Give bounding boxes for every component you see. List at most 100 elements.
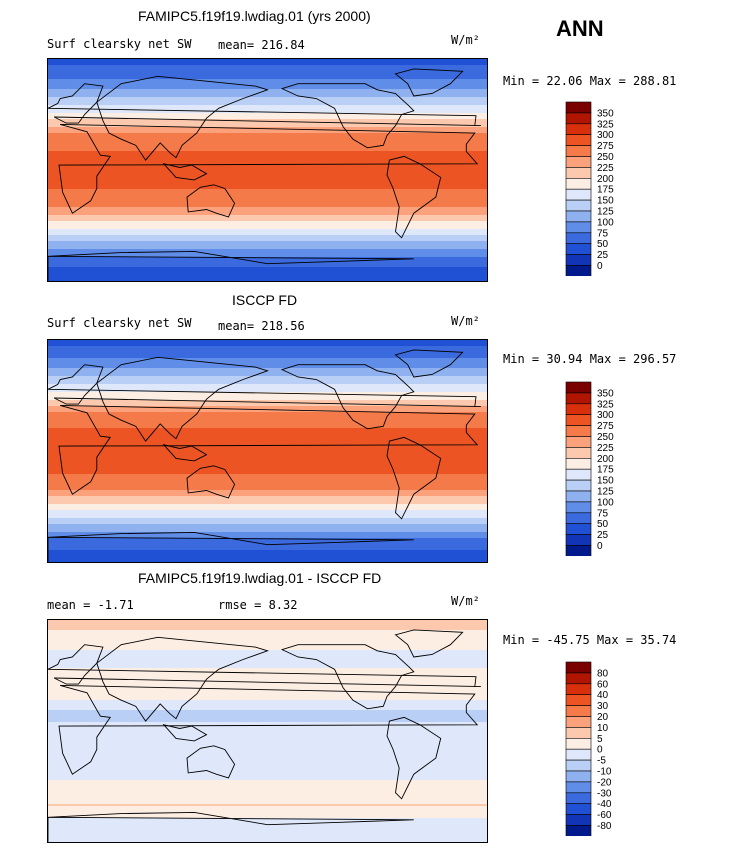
map-band — [48, 768, 487, 771]
map-band — [48, 698, 487, 701]
map-band — [48, 161, 487, 164]
map-band — [48, 658, 487, 661]
map-band — [48, 217, 487, 220]
map-band — [48, 516, 487, 519]
map-band — [48, 135, 487, 138]
colorbar-box — [565, 792, 592, 805]
map-band — [48, 696, 487, 699]
map-band — [48, 231, 487, 234]
map-band — [48, 384, 487, 387]
map-band — [48, 436, 487, 439]
colorbar-tick-label: 225 — [597, 163, 614, 174]
map-band — [48, 734, 487, 737]
map-band — [48, 754, 487, 757]
colorbar-box — [565, 403, 592, 415]
map-band — [48, 167, 487, 170]
colorbar-box — [565, 672, 592, 685]
map-band — [48, 416, 487, 419]
colorbar-box — [565, 145, 592, 157]
colorbar-box — [565, 178, 592, 190]
map-band — [48, 484, 487, 487]
map-band — [48, 536, 487, 539]
panel1-bands — [48, 59, 487, 281]
colorbar-tick-label: 0 — [597, 541, 603, 552]
map-band — [48, 682, 487, 685]
map-band — [48, 796, 487, 799]
colorbar-tick-label: 300 — [597, 130, 614, 141]
map-band — [48, 183, 487, 186]
map-band — [48, 245, 487, 248]
map-band — [48, 195, 487, 198]
map-band — [48, 810, 487, 813]
map-band — [48, 354, 487, 357]
map-band — [48, 678, 487, 681]
map-band — [48, 750, 487, 753]
colorbar-tick-label: 100 — [597, 497, 614, 508]
map-band — [48, 450, 487, 453]
map-band — [48, 113, 487, 116]
colorbar-box — [565, 425, 592, 437]
map-band — [48, 169, 487, 172]
map-band — [48, 255, 487, 258]
coastline-europe — [48, 83, 481, 127]
colorbar-tick-label: 275 — [597, 421, 614, 432]
map-band — [48, 402, 487, 405]
map-band — [48, 199, 487, 202]
map-band — [48, 448, 487, 451]
map-band — [48, 380, 487, 383]
panel1-map — [47, 58, 488, 282]
map-band — [48, 177, 487, 180]
colorbar-tick-label: 80 — [597, 668, 609, 679]
map-band — [48, 722, 487, 725]
panel3-mean-label: mean = -1.71 — [47, 598, 134, 612]
map-band — [48, 812, 487, 815]
panel3-title: FAMIPC5.f19f19.lwdiag.01 - ISCCP FD — [138, 570, 382, 586]
map-band — [48, 798, 487, 801]
colorbar-tick-label: 20 — [597, 712, 609, 723]
colorbar-box — [565, 254, 592, 266]
map-band — [48, 165, 487, 168]
map-band — [48, 640, 487, 643]
map-band — [48, 390, 487, 393]
map-band — [48, 344, 487, 347]
map-band — [48, 235, 487, 238]
map-band — [48, 101, 487, 104]
map-band — [48, 247, 487, 250]
colorbar-tick-label: 125 — [597, 487, 614, 498]
map-band — [48, 251, 487, 254]
colorbar-tick-label: 200 — [597, 174, 614, 185]
panel3-units: W/m² — [451, 594, 480, 608]
map-band — [48, 376, 487, 379]
map-band — [48, 400, 487, 403]
map-band — [48, 656, 487, 659]
map-band — [48, 514, 487, 517]
coastline-antarctica — [48, 250, 414, 281]
colorbar-box — [565, 134, 592, 146]
map-band — [48, 279, 487, 281]
map-band — [48, 239, 487, 242]
panel3-map-svg — [48, 620, 487, 842]
panel3-bands — [48, 620, 487, 842]
map-band — [48, 103, 487, 106]
map-band — [48, 227, 487, 230]
map-band — [48, 780, 487, 783]
map-band — [48, 508, 487, 511]
colorbar-box — [565, 265, 592, 277]
colorbar-box — [565, 770, 592, 783]
map-band — [48, 458, 487, 461]
panel2-title: ISCCP FD — [232, 292, 298, 308]
map-band — [48, 145, 487, 148]
coastline-samerica — [386, 436, 442, 520]
map-band — [48, 670, 487, 673]
colorbar-tick-label: 200 — [597, 454, 614, 465]
map-band — [48, 406, 487, 409]
colorbar-tick-label: 325 — [597, 399, 614, 410]
map-band — [48, 752, 487, 755]
colorbar-tick-label: 350 — [597, 108, 614, 119]
coastline-indonesia — [162, 444, 208, 462]
colorbar-tick-label: 50 — [597, 239, 609, 250]
map-band — [48, 800, 487, 803]
map-band — [48, 253, 487, 256]
map-band — [48, 378, 487, 381]
